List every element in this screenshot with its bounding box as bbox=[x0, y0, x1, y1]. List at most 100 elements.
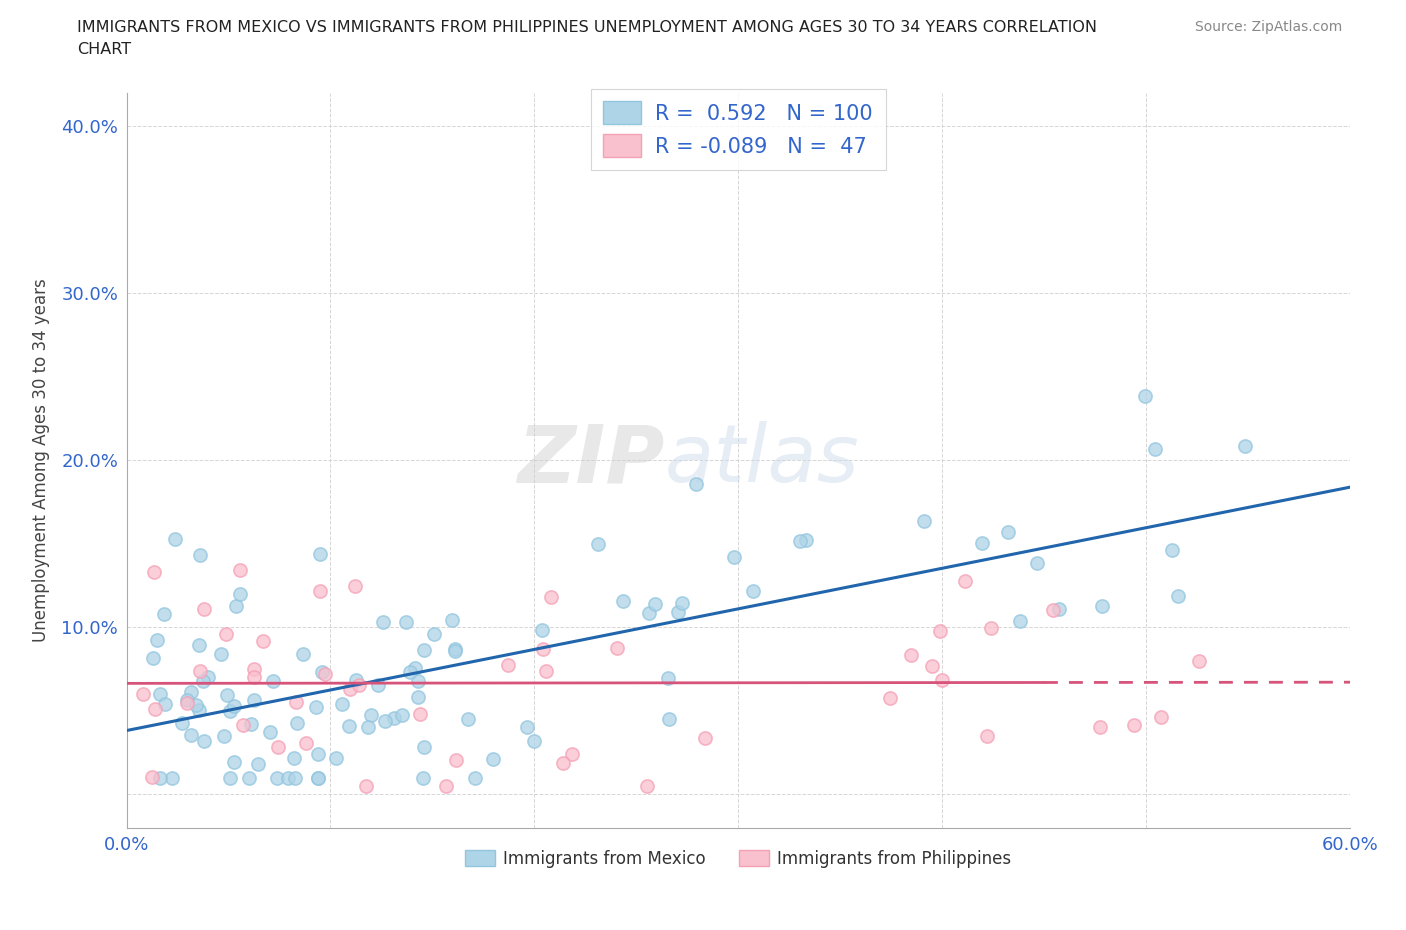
Point bbox=[209, 646, 232, 661]
Point bbox=[976, 728, 998, 743]
Point bbox=[900, 647, 922, 662]
Point bbox=[657, 671, 679, 685]
Point bbox=[399, 664, 422, 679]
Point bbox=[243, 670, 266, 684]
Point bbox=[187, 702, 209, 717]
Point bbox=[309, 547, 332, 562]
Point bbox=[955, 574, 977, 589]
Point bbox=[1123, 717, 1146, 732]
Point bbox=[931, 673, 953, 688]
Point bbox=[444, 642, 467, 657]
Point bbox=[434, 778, 457, 793]
Point bbox=[141, 769, 163, 784]
Point bbox=[163, 532, 186, 547]
Point bbox=[693, 731, 716, 746]
Point bbox=[246, 756, 269, 771]
Point bbox=[666, 604, 689, 619]
Point bbox=[305, 699, 328, 714]
Point bbox=[796, 533, 818, 548]
Point bbox=[295, 736, 318, 751]
Point bbox=[522, 734, 544, 749]
Point bbox=[406, 673, 429, 688]
Point bbox=[912, 513, 935, 528]
Point bbox=[222, 698, 245, 713]
Point bbox=[252, 634, 274, 649]
Point bbox=[188, 638, 211, 653]
Point bbox=[357, 719, 380, 734]
Point bbox=[170, 715, 193, 730]
Point bbox=[373, 614, 395, 629]
Point bbox=[266, 740, 288, 755]
Point bbox=[1042, 603, 1064, 618]
Point bbox=[553, 756, 575, 771]
Point bbox=[444, 644, 467, 658]
Point bbox=[612, 593, 634, 608]
Point bbox=[1167, 589, 1189, 604]
Point bbox=[191, 673, 214, 688]
Point bbox=[636, 778, 658, 793]
Point bbox=[723, 550, 745, 565]
Point bbox=[412, 740, 434, 755]
Point bbox=[921, 658, 943, 673]
Point bbox=[685, 477, 707, 492]
Point bbox=[145, 633, 167, 648]
Point bbox=[496, 658, 519, 672]
Point bbox=[516, 719, 538, 734]
Point bbox=[349, 678, 371, 693]
Point bbox=[259, 725, 281, 740]
Point bbox=[214, 728, 236, 743]
Point bbox=[373, 713, 395, 728]
Text: Source: ZipAtlas.com: Source: ZipAtlas.com bbox=[1195, 20, 1343, 34]
Point bbox=[561, 746, 583, 761]
Point bbox=[980, 620, 1002, 635]
Point bbox=[464, 770, 486, 785]
Text: atlas: atlas bbox=[665, 421, 859, 499]
Point bbox=[354, 778, 377, 793]
Point bbox=[879, 691, 901, 706]
Point bbox=[197, 670, 219, 684]
Point bbox=[131, 687, 153, 702]
Point bbox=[225, 599, 247, 614]
Point bbox=[291, 646, 314, 661]
Point bbox=[360, 708, 382, 723]
Point bbox=[741, 583, 763, 598]
Point bbox=[308, 747, 330, 762]
Point bbox=[1091, 598, 1114, 613]
Point bbox=[344, 672, 367, 687]
Point bbox=[404, 661, 426, 676]
Text: IMMIGRANTS FROM MEXICO VS IMMIGRANTS FROM PHILIPPINES UNEMPLOYMENT AMONG AGES 30: IMMIGRANTS FROM MEXICO VS IMMIGRANTS FRO… bbox=[77, 20, 1097, 35]
Point bbox=[423, 626, 446, 641]
Text: ZIP: ZIP bbox=[517, 421, 665, 499]
Point bbox=[217, 687, 239, 702]
Point bbox=[180, 727, 202, 742]
Point bbox=[184, 698, 207, 712]
Point bbox=[637, 605, 659, 620]
Point bbox=[238, 770, 260, 785]
Point bbox=[928, 624, 950, 639]
Point bbox=[285, 715, 308, 730]
Point bbox=[149, 770, 172, 785]
Point bbox=[262, 673, 284, 688]
Point bbox=[283, 751, 305, 765]
Point bbox=[588, 537, 610, 551]
Point bbox=[311, 664, 333, 679]
Point bbox=[1047, 602, 1070, 617]
Point bbox=[644, 597, 666, 612]
Point bbox=[142, 565, 165, 579]
Point bbox=[482, 751, 505, 766]
Point bbox=[266, 770, 288, 785]
Legend: Immigrants from Mexico, Immigrants from Philippines: Immigrants from Mexico, Immigrants from … bbox=[458, 844, 1018, 874]
Point bbox=[222, 755, 245, 770]
Point bbox=[457, 711, 479, 726]
Point bbox=[142, 651, 165, 666]
Point bbox=[160, 770, 183, 785]
Point bbox=[1008, 614, 1031, 629]
Point bbox=[152, 607, 174, 622]
Point bbox=[243, 693, 266, 708]
Point bbox=[314, 667, 336, 682]
Text: CHART: CHART bbox=[77, 42, 131, 57]
Point bbox=[143, 701, 166, 716]
Point bbox=[391, 708, 413, 723]
Point bbox=[176, 696, 198, 711]
Point bbox=[1150, 710, 1173, 724]
